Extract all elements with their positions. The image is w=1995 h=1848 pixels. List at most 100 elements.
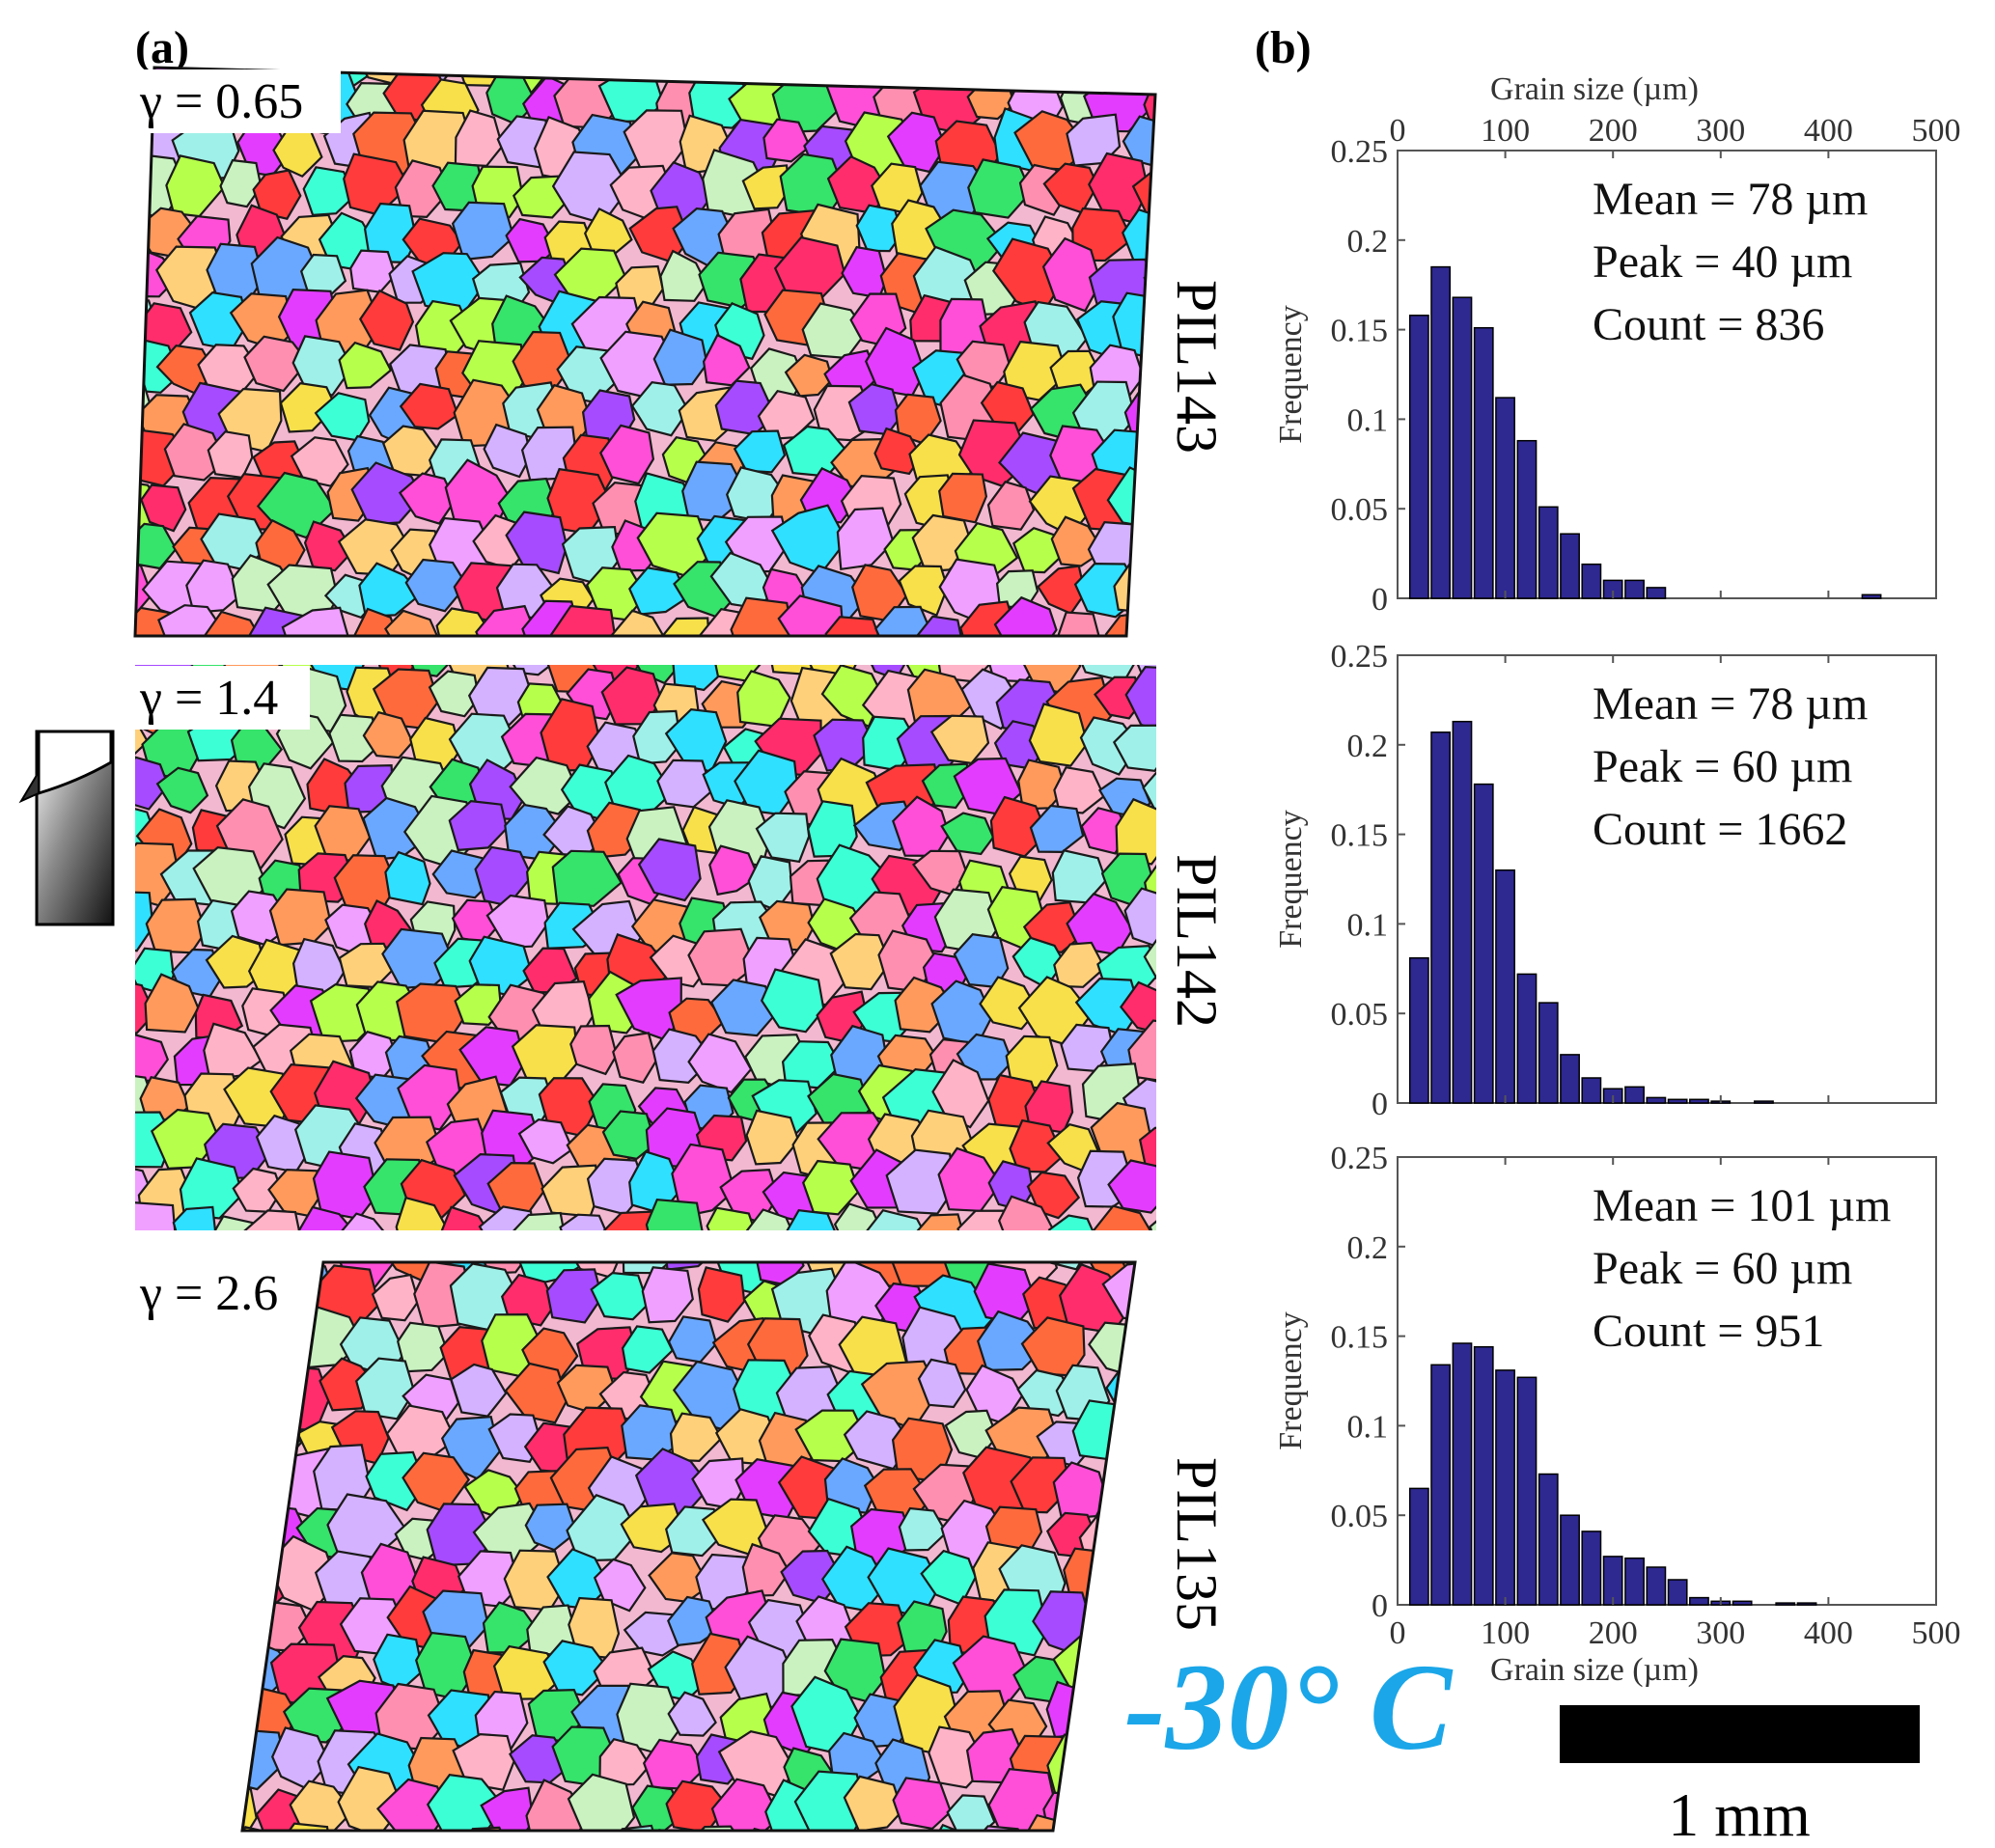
grain xyxy=(642,1829,701,1831)
grain xyxy=(984,1588,1049,1657)
y-tick-label: 0.15 xyxy=(1331,1320,1389,1356)
grain xyxy=(201,610,264,636)
x-tick-label: 300 xyxy=(1696,1615,1745,1651)
grain xyxy=(912,615,965,636)
bar xyxy=(1430,265,1452,599)
stats-line: Count = 1662 xyxy=(1593,804,1847,855)
grain xyxy=(1137,1323,1204,1384)
grain xyxy=(671,1143,736,1219)
grain xyxy=(354,1357,416,1420)
bar xyxy=(1689,1596,1709,1606)
grain xyxy=(509,756,581,815)
grain xyxy=(874,605,932,636)
bar xyxy=(1452,296,1473,599)
bar xyxy=(1516,439,1538,599)
grain xyxy=(302,166,357,216)
grain xyxy=(1143,938,1156,980)
grain xyxy=(855,204,903,253)
y-tick-label: 0.2 xyxy=(1347,729,1389,764)
grain xyxy=(428,670,481,718)
grain xyxy=(1053,941,1106,988)
ebsd-map-1 xyxy=(133,32,1238,638)
grain xyxy=(829,932,892,991)
grain xyxy=(667,1691,717,1737)
grain xyxy=(1122,115,1155,169)
grain xyxy=(957,1825,1040,1831)
grain xyxy=(397,1321,450,1373)
bar xyxy=(1732,1600,1753,1606)
y-tick-label: 0.25 xyxy=(1331,134,1389,170)
histogram-PIL143: 00.050.10.150.20.250 100 200 300 400 500Grain… xyxy=(1273,71,1961,618)
grain xyxy=(1161,549,1226,613)
grain xyxy=(155,766,209,814)
grain xyxy=(1179,1200,1252,1265)
x-axis-title-top: Grain size (µm) xyxy=(1490,71,1699,107)
grain xyxy=(404,558,468,613)
grain xyxy=(252,169,302,220)
grain xyxy=(604,1824,663,1831)
grain xyxy=(1164,126,1218,173)
y-tick-label: 0 xyxy=(1372,1087,1388,1122)
grain xyxy=(440,1205,489,1230)
grain xyxy=(760,968,825,1034)
grain xyxy=(448,799,509,852)
x-tick-label-top: 300 xyxy=(1696,113,1745,149)
sample-label-1: PIL143 xyxy=(1165,280,1229,454)
grain xyxy=(242,1464,287,1511)
y-axis-title: Frequency xyxy=(1273,1311,1309,1450)
grain-size-histograms: 00.050.10.150.20.250 100 200 300 400 500Grain… xyxy=(1273,71,1961,1688)
grain xyxy=(1165,32,1208,80)
grain xyxy=(1076,1788,1135,1831)
bar xyxy=(1646,587,1667,599)
grain xyxy=(483,423,532,479)
grain xyxy=(1064,68,1125,90)
grain xyxy=(219,158,263,208)
grain xyxy=(533,68,593,79)
grain xyxy=(706,1206,756,1230)
grain xyxy=(475,1262,534,1275)
stats-line: Peak = 60 µm xyxy=(1593,741,1852,792)
grain xyxy=(1183,522,1238,575)
grain xyxy=(140,483,187,533)
grain xyxy=(777,594,845,636)
grain xyxy=(1185,74,1230,122)
grain xyxy=(836,507,895,571)
grain xyxy=(567,1773,636,1831)
grain xyxy=(753,68,820,92)
grain xyxy=(341,1212,385,1230)
grain xyxy=(297,1205,355,1230)
stats-line: Mean = 101 µm xyxy=(1593,1180,1891,1231)
grain xyxy=(697,1266,746,1323)
grain xyxy=(1144,1362,1211,1433)
grain xyxy=(1138,1126,1156,1172)
x-tick-label: 200 xyxy=(1589,1615,1638,1651)
x-tick-label: 100 xyxy=(1481,1615,1530,1651)
grain xyxy=(157,604,226,636)
grain xyxy=(671,68,734,88)
strain-label-3: γ = 2.6 xyxy=(139,1266,278,1321)
bar xyxy=(1430,1364,1452,1606)
grain xyxy=(1143,76,1155,138)
grain xyxy=(986,481,1036,531)
scale-bar xyxy=(1560,1705,1920,1763)
bar xyxy=(1796,1602,1817,1606)
stats-line: Peak = 40 µm xyxy=(1593,236,1852,288)
grain xyxy=(621,1325,675,1374)
y-tick-label: 0.15 xyxy=(1331,314,1389,349)
grain xyxy=(185,559,242,615)
bar xyxy=(1538,1002,1559,1104)
grain xyxy=(365,1450,427,1512)
grain xyxy=(1167,1076,1219,1133)
grain xyxy=(1115,797,1156,866)
bar xyxy=(1560,1054,1580,1104)
y-tick-label: 0.2 xyxy=(1347,1230,1389,1266)
grain xyxy=(843,1775,903,1831)
grain xyxy=(135,891,154,952)
bar xyxy=(1473,783,1494,1104)
shear-sense-icon xyxy=(18,730,115,926)
grain xyxy=(1188,1032,1236,1085)
grain xyxy=(459,1826,513,1831)
grain xyxy=(793,1770,868,1831)
grain xyxy=(375,1778,449,1831)
grain xyxy=(242,1591,266,1655)
